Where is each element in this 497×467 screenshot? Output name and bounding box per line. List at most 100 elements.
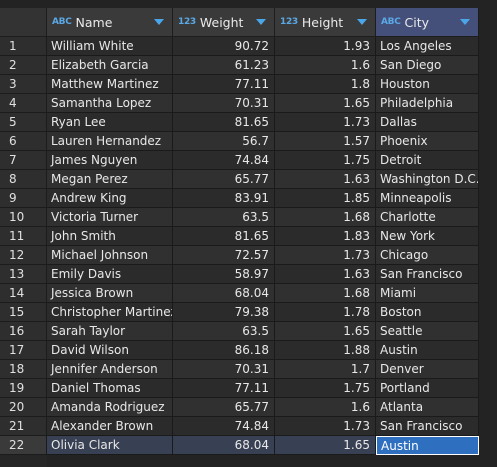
cell-weight[interactable]: 65.77 (173, 398, 275, 417)
cell-height[interactable]: 1.73 (275, 246, 376, 265)
table-row[interactable]: 15 Christopher Martinez 79.38 1.78 Boston (0, 303, 497, 322)
cell-weight[interactable]: 77.11 (173, 379, 275, 398)
cell-city[interactable]: San Francisco (376, 417, 479, 436)
cell-city[interactable]: Austin (376, 341, 479, 360)
cell-city[interactable]: Charlotte (376, 208, 479, 227)
table-row[interactable]: 22 Olivia Clark 68.04 1.65 Austin (0, 436, 497, 455)
column-menu-chevron-down-icon[interactable] (460, 19, 470, 25)
row-number[interactable]: 9 (0, 189, 47, 208)
cell-height[interactable]: 1.73 (275, 417, 376, 436)
table-row[interactable]: 14 Jessica Brown 68.04 1.68 Miami (0, 284, 497, 303)
cell-city[interactable]: Minneapolis (376, 189, 479, 208)
column-menu-chevron-down-icon[interactable] (154, 19, 164, 25)
table-row[interactable]: 12 Michael Johnson 72.57 1.73 Chicago (0, 246, 497, 265)
cell-weight[interactable]: 90.72 (173, 37, 275, 56)
column-header-name[interactable]: ABC Name (47, 8, 173, 37)
cell-city[interactable]: Seattle (376, 322, 479, 341)
cell-name[interactable]: Lauren Hernandez (47, 132, 173, 151)
cell-weight[interactable]: 74.84 (173, 417, 275, 436)
cell-weight[interactable]: 81.65 (173, 227, 275, 246)
cell-name[interactable]: John Smith (47, 227, 173, 246)
cell-city[interactable]: Miami (376, 284, 479, 303)
table-row[interactable]: 10 Victoria Turner 63.5 1.68 Charlotte (0, 208, 497, 227)
table-row[interactable]: 4 Samantha Lopez 70.31 1.65 Philadelphia (0, 94, 497, 113)
table-row[interactable]: 13 Emily Davis 58.97 1.63 San Francisco (0, 265, 497, 284)
cell-name[interactable]: Emily Davis (47, 265, 173, 284)
cell-name[interactable]: Alexander Brown (47, 417, 173, 436)
table-row[interactable]: 3 Matthew Martinez 77.11 1.8 Houston (0, 75, 497, 94)
cell-name[interactable]: Jessica Brown (47, 284, 173, 303)
cell-name[interactable]: Olivia Clark (47, 436, 173, 455)
cell-name[interactable]: Elizabeth Garcia (47, 56, 173, 75)
row-number[interactable]: 5 (0, 113, 47, 132)
row-number[interactable]: 8 (0, 170, 47, 189)
cell-height[interactable]: 1.8 (275, 75, 376, 94)
row-number[interactable]: 10 (0, 208, 47, 227)
cell-city[interactable]: Portland (376, 379, 479, 398)
column-header-weight[interactable]: 123 Weight (173, 8, 275, 37)
column-menu-chevron-down-icon[interactable] (357, 19, 367, 25)
table-row[interactable]: 18 Jennifer Anderson 70.31 1.7 Denver (0, 360, 497, 379)
cell-city[interactable]: San Francisco (376, 265, 479, 284)
row-number[interactable]: 17 (0, 341, 47, 360)
cell-name[interactable]: Amanda Rodriguez (47, 398, 173, 417)
row-number[interactable]: 22 (0, 436, 47, 455)
cell-weight[interactable]: 72.57 (173, 246, 275, 265)
row-number[interactable]: 1 (0, 37, 47, 56)
cell-city[interactable]: Dallas (376, 113, 479, 132)
cell-city[interactable]: Boston (376, 303, 479, 322)
cell-name[interactable]: Jennifer Anderson (47, 360, 173, 379)
table-row[interactable]: 21 Alexander Brown 74.84 1.73 San Francisco (0, 417, 497, 436)
cell-name[interactable]: Sarah Taylor (47, 322, 173, 341)
cell-weight[interactable]: 74.84 (173, 151, 275, 170)
cell-city[interactable]: San Diego (376, 56, 479, 75)
cell-city[interactable]: Washington D.C. (376, 170, 479, 189)
cell-city[interactable]: Detroit (376, 151, 479, 170)
row-number[interactable]: 19 (0, 379, 47, 398)
cell-weight[interactable]: 70.31 (173, 360, 275, 379)
table-row[interactable]: 8 Megan Perez 65.77 1.63 Washington D.C. (0, 170, 497, 189)
row-number[interactable]: 14 (0, 284, 47, 303)
cell-name[interactable]: Samantha Lopez (47, 94, 173, 113)
cell-city[interactable]: Austin (376, 436, 479, 455)
row-number[interactable]: 11 (0, 227, 47, 246)
table-row[interactable]: 2 Elizabeth Garcia 61.23 1.6 San Diego (0, 56, 497, 75)
cell-name[interactable]: Victoria Turner (47, 208, 173, 227)
cell-name[interactable]: Matthew Martinez (47, 75, 173, 94)
cell-weight[interactable]: 86.18 (173, 341, 275, 360)
cell-height[interactable]: 1.6 (275, 398, 376, 417)
cell-height[interactable]: 1.65 (275, 322, 376, 341)
column-header-city[interactable]: ABC City (376, 8, 479, 37)
table-row[interactable]: 20 Amanda Rodriguez 65.77 1.6 Atlanta (0, 398, 497, 417)
cell-name[interactable]: Daniel Thomas (47, 379, 173, 398)
cell-weight[interactable]: 56.7 (173, 132, 275, 151)
cell-height[interactable]: 1.73 (275, 113, 376, 132)
cell-height[interactable]: 1.83 (275, 227, 376, 246)
cell-weight[interactable]: 77.11 (173, 75, 275, 94)
cell-name[interactable]: Michael Johnson (47, 246, 173, 265)
table-row[interactable]: 19 Daniel Thomas 77.11 1.75 Portland (0, 379, 497, 398)
cell-height[interactable]: 1.85 (275, 189, 376, 208)
cell-city[interactable]: Houston (376, 75, 479, 94)
row-number[interactable]: 7 (0, 151, 47, 170)
cell-city[interactable]: Denver (376, 360, 479, 379)
column-header-height[interactable]: 123 Height (275, 8, 376, 37)
table-row[interactable]: 16 Sarah Taylor 63.5 1.65 Seattle (0, 322, 497, 341)
table-row[interactable]: 17 David Wilson 86.18 1.88 Austin (0, 341, 497, 360)
table-row[interactable]: 9 Andrew King 83.91 1.85 Minneapolis (0, 189, 497, 208)
cell-height[interactable]: 1.93 (275, 37, 376, 56)
cell-name[interactable]: James Nguyen (47, 151, 173, 170)
cell-city[interactable]: Phoenix (376, 132, 479, 151)
cell-height[interactable]: 1.65 (275, 436, 376, 455)
row-number[interactable]: 13 (0, 265, 47, 284)
cell-name[interactable]: Megan Perez (47, 170, 173, 189)
cell-height[interactable]: 1.7 (275, 360, 376, 379)
cell-weight[interactable]: 83.91 (173, 189, 275, 208)
cell-height[interactable]: 1.63 (275, 170, 376, 189)
cell-city[interactable]: Philadelphia (376, 94, 479, 113)
column-menu-chevron-down-icon[interactable] (256, 19, 266, 25)
row-number[interactable]: 18 (0, 360, 47, 379)
row-number[interactable]: 12 (0, 246, 47, 265)
cell-weight[interactable]: 68.04 (173, 284, 275, 303)
cell-name[interactable]: William White (47, 37, 173, 56)
